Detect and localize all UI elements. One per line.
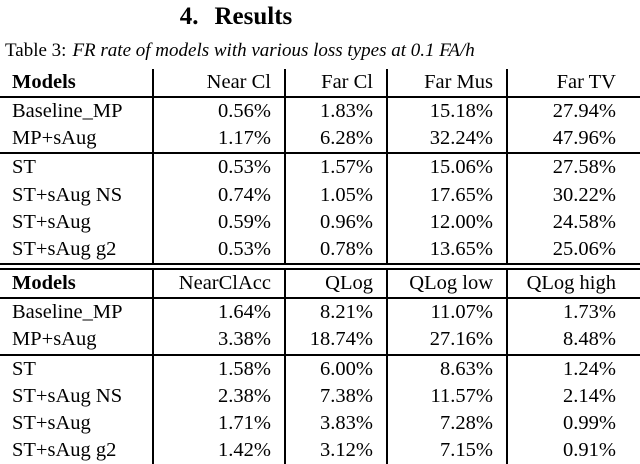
metric-column-header: Near Cl (152, 69, 285, 98)
value-cell: 47.96% (506, 125, 640, 154)
table-row: ST+sAug 0.59% 0.96% 12.00% 24.58% (0, 208, 640, 237)
value-cell: 1.05% (284, 181, 387, 209)
value-cell: 7.38% (284, 382, 387, 411)
value-cell: 0.74% (152, 181, 285, 209)
value-cell: 1.71% (152, 410, 285, 438)
header-row: Models Near Cl Far Cl Far Mus Far TV (0, 69, 640, 98)
value-cell: 11.07% (386, 298, 507, 327)
value-cell: 7.28% (386, 410, 507, 438)
model-name-cell: ST+sAug g2 (12, 238, 117, 261)
section-name: Results (214, 3, 293, 30)
value-cell: 13.65% (386, 236, 507, 265)
models-column-header: Models (0, 69, 153, 98)
value-cell: 3.83% (284, 410, 387, 438)
section-number: 4. (179, 3, 199, 30)
value-cell: 1.64% (152, 298, 285, 327)
value-cell: 0.59% (152, 208, 285, 237)
value-cell: 8.48% (506, 326, 640, 355)
model-name-cell: ST+sAug g2 (12, 439, 117, 462)
models-column-header: Models (0, 269, 153, 300)
value-cell: 2.38% (152, 382, 285, 411)
table-row: ST+sAug g2 1.42% 3.12% 7.15% 0.91% (0, 437, 640, 464)
model-name-cell: ST+sAug NS (12, 384, 123, 407)
value-cell: 6.28% (284, 125, 387, 154)
metric-column-header: QLog (284, 269, 387, 300)
value-cell: 27.16% (386, 326, 507, 355)
value-cell: 27.94% (506, 97, 640, 126)
caption-label: Table 3: (5, 40, 67, 61)
model-name-cell: ST+sAug (12, 412, 91, 435)
table-caption: Table 3: FR rate of models with various l… (5, 40, 640, 62)
model-name-cell: Baseline_MP (12, 100, 123, 122)
value-cell: 0.99% (506, 410, 640, 438)
value-cell: 0.91% (506, 437, 640, 464)
value-cell: 32.24% (386, 125, 507, 154)
model-name-cell: MP+sAug (12, 127, 97, 150)
table-row: ST+sAug g2 0.53% 0.78% 13.65% 25.06% (0, 236, 640, 265)
table-row: MP+sAug 1.17% 6.28% 32.24% 47.96% (0, 125, 640, 154)
metric-column-header: Far Mus (386, 69, 507, 98)
value-cell: 18.74% (284, 326, 387, 355)
value-cell: 1.24% (506, 353, 640, 383)
value-cell: 6.00% (284, 353, 387, 383)
model-name-cell: ST+sAug (12, 210, 91, 233)
metric-column-header: NearClAcc (152, 269, 285, 300)
value-cell: 15.06% (386, 152, 507, 182)
caption-text: FR rate of models with various loss type… (72, 40, 475, 61)
model-name-cell: ST (0, 353, 153, 383)
table-row: Baseline_MP 0.56% 1.83% 15.18% 27.94% (0, 97, 640, 126)
value-cell: 1.83% (284, 97, 387, 126)
value-cell: 12.00% (386, 208, 507, 237)
value-cell: 1.57% (284, 152, 387, 182)
value-cell: 1.58% (152, 353, 285, 383)
table-row: ST+sAug 1.71% 3.83% 7.28% 0.99% (0, 410, 640, 438)
model-name-cell: ST (0, 152, 153, 182)
value-cell: 27.58% (506, 152, 640, 182)
table-row: Baseline_MP 1.64% 8.21% 11.07% 1.73% (0, 298, 640, 327)
value-cell: 3.38% (152, 326, 285, 355)
value-cell: 17.65% (386, 181, 507, 209)
value-cell: 0.56% (152, 97, 285, 126)
value-cell: 30.22% (506, 181, 640, 209)
header-row: Models NearClAcc QLog QLog low QLog high (0, 269, 640, 300)
value-cell: 1.17% (152, 125, 285, 154)
model-name-cell: MP+sAug (12, 328, 97, 351)
table-row: ST 0.53% 1.57% 15.06% 27.58% (0, 152, 640, 182)
table-row: ST+sAug NS 0.74% 1.05% 17.65% 30.22% (0, 181, 640, 209)
metric-column-header: QLog low (386, 269, 507, 300)
metric-column-header: QLog high (506, 269, 640, 300)
results-table-bottom: Models NearClAcc QLog QLog low QLog high Base… (0, 268, 640, 464)
table-row: ST 1.58% 6.00% 8.63% 1.24% (0, 353, 640, 383)
value-cell: 0.53% (152, 236, 285, 265)
metric-column-header: Far Cl (284, 69, 387, 98)
value-cell: 8.21% (284, 298, 387, 327)
value-cell: 2.14% (506, 382, 640, 411)
results-table-top: Models Near Cl Far Cl Far Mus Far TV Baseline… (0, 69, 640, 266)
table-row: MP+sAug 3.38% 18.74% 27.16% 8.48% (0, 326, 640, 355)
value-cell: 3.12% (284, 437, 387, 464)
value-cell: 1.42% (152, 437, 285, 464)
value-cell: 1.73% (506, 298, 640, 327)
value-cell: 7.15% (386, 437, 507, 464)
value-cell: 0.96% (284, 208, 387, 237)
value-cell: 24.58% (506, 208, 640, 237)
value-cell: 25.06% (506, 236, 640, 265)
model-name-cell: ST+sAug NS (12, 183, 123, 206)
value-cell: 0.53% (152, 152, 285, 182)
section-title: 4. Results (0, 2, 472, 32)
value-cell: 0.78% (284, 236, 387, 265)
value-cell: 11.57% (386, 382, 507, 411)
value-cell: 15.18% (386, 97, 507, 126)
model-name-cell: Baseline_MP (12, 301, 123, 324)
metric-column-header: Far TV (506, 69, 640, 98)
table-row: ST+sAug NS 2.38% 7.38% 11.57% 2.14% (0, 382, 640, 411)
value-cell: 8.63% (386, 353, 507, 383)
